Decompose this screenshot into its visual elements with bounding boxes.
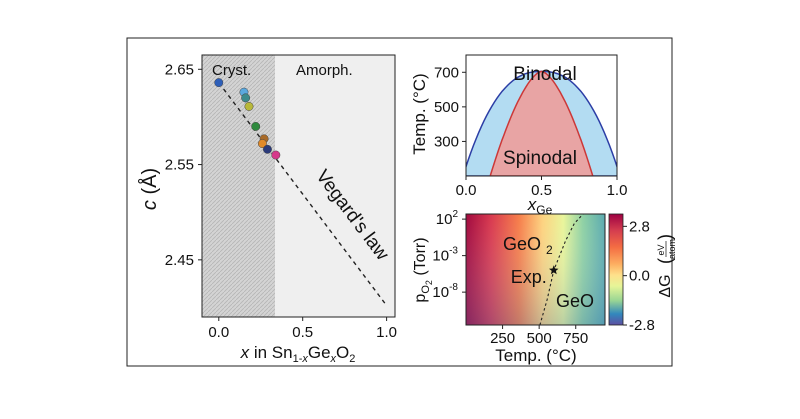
colorbar-ticks: 2.8 0.0 -2.8	[623, 218, 655, 334]
vegard-point-6	[257, 139, 267, 149]
vegard-ytick-label-1: 2.55	[165, 157, 194, 174]
spinodal-area	[489, 70, 594, 176]
heatmap-shade	[466, 214, 605, 325]
vegard-point-8	[271, 150, 281, 160]
heatmap-y-ticks: 102 10-3 10-8	[432, 209, 466, 301]
exp-label: Exp.	[511, 267, 547, 287]
heat-ytick-label-0: 102	[436, 209, 459, 228]
vegard-fit-line	[218, 82, 388, 306]
vegard-xtick-label-2: 1.0	[376, 324, 397, 341]
spinodal-label: Spinodal	[503, 148, 577, 169]
exp-star-marker	[549, 265, 559, 275]
svg-text:(: (	[655, 258, 675, 264]
heatmap-panel: GeO 2 GeO Exp. 250 500 750 102 10-3 10-8 pO2…	[412, 209, 677, 365]
vegard-xtick-label-1: 0.5	[292, 324, 313, 341]
vegard-y-ticks: 2.45 2.55 2.65	[165, 61, 202, 269]
vegard-ytick-label-2: 2.65	[165, 61, 194, 78]
phase-x-ticks: 0.0 0.5 1.0	[456, 176, 628, 199]
heat-xtick-label-1: 500	[527, 330, 552, 347]
cb-tick-label-0: 2.8	[629, 218, 650, 235]
phase-xtick-label-2: 1.0	[607, 182, 628, 199]
heat-xtick-label-2: 750	[563, 330, 588, 347]
heatmap-x-label: Temp. (°C)	[495, 346, 576, 365]
geo-label: GeO	[556, 291, 594, 311]
vegard-ytick-label-0: 2.45	[165, 252, 194, 269]
heat-ytick-label-1: 10-3	[432, 246, 458, 265]
colorbar-label: ΔG ( eV atom )	[655, 234, 677, 298]
colorbar	[608, 213, 624, 326]
svg-text:): )	[655, 234, 675, 240]
heatmap-y-label: pO2 (Torr)	[412, 237, 434, 302]
heat-ytick-label-2: 10-8	[432, 282, 458, 301]
phase-xtick-label-1: 0.5	[531, 182, 552, 199]
heatmap-frame	[465, 213, 606, 326]
heatmap-x-ticks: 250 500 750	[490, 325, 588, 347]
phase-boundary-line	[539, 214, 584, 325]
vegard-point-4	[251, 122, 261, 131]
vegard-x-label: x in Sn1-xGexO2	[240, 343, 356, 365]
vegard-point-2	[241, 93, 251, 103]
cb-tick-label-2: -2.8	[629, 317, 655, 334]
vegard-panel: Cryst. Amorph. Vegard's law 0.0 0.5 1.0 2.…	[138, 54, 397, 365]
svg-text:eV: eV	[656, 244, 666, 255]
vegard-y-label: c (Å)	[138, 168, 161, 210]
amorph-region	[275, 55, 395, 317]
cb-tick-label-1: 0.0	[629, 268, 650, 285]
svg-text:atom: atom	[667, 239, 677, 259]
phase-ytick-label-0: 300	[434, 133, 459, 150]
phase-y-ticks: 300 500 700	[434, 64, 466, 150]
vegard-point-7	[263, 144, 272, 154]
heat-xtick-label-0: 250	[490, 330, 515, 347]
phase-ytick-label-2: 700	[434, 64, 459, 81]
binodal-label: Binodal	[513, 64, 576, 85]
vegard-point-0	[214, 78, 224, 88]
cryst-region	[202, 55, 275, 317]
geo2-label: GeO 2	[503, 234, 553, 257]
vegard-plot-frame	[201, 54, 396, 318]
phase-ytick-label-1: 500	[434, 99, 459, 116]
vegard-points	[214, 78, 281, 160]
figure-frame	[126, 37, 673, 367]
phase-xtick-label-0: 0.0	[456, 182, 477, 199]
phase-diagram-panel: Binodal Spinodal 0.0 0.5 1.0 300 500 700 Tem…	[410, 54, 628, 217]
vegard-xtick-label-0: 0.0	[208, 324, 229, 341]
phase-y-label: Temp. (°C)	[410, 73, 429, 154]
amorph-label: Amorph.	[296, 62, 353, 79]
vegard-point-3	[244, 101, 254, 111]
svg-text:ΔG: ΔG	[657, 274, 674, 297]
vegard-x-ticks: 0.0 0.5 1.0	[208, 317, 397, 341]
cryst-label: Cryst.	[212, 62, 251, 79]
